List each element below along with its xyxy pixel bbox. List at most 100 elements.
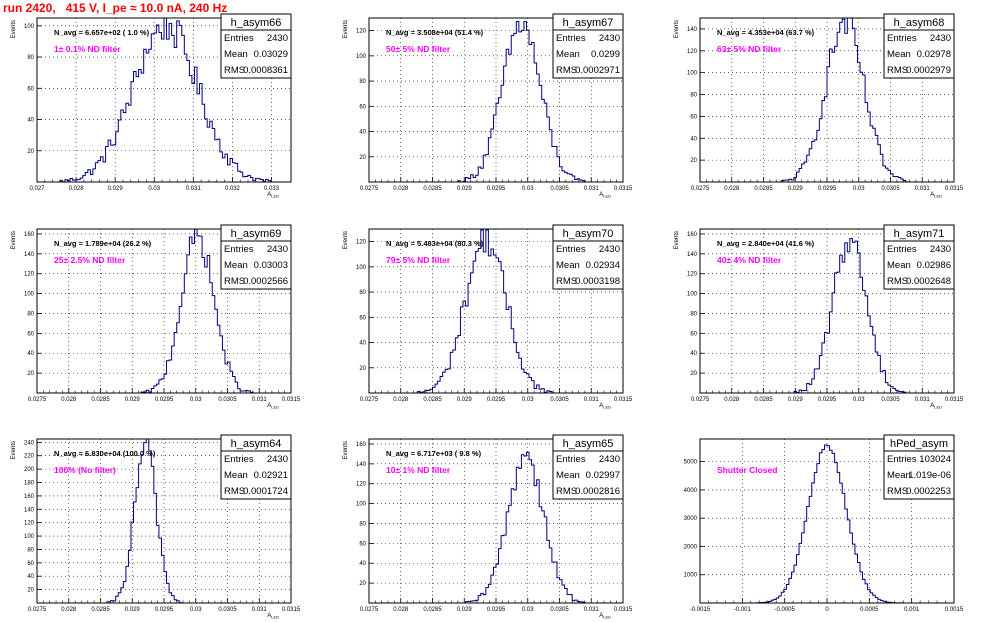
x-tick-label: 0.029 <box>108 186 124 192</box>
x-tick-label: 0.031 <box>584 607 600 613</box>
y-tick-label: 20 <box>27 149 34 155</box>
stats-value: 2430 <box>930 244 951 255</box>
x-tick-label: 0.0295 <box>818 186 837 192</box>
n-avg-annotation: N_avg = 6.717e+03 ( 9.8 %) <box>386 449 482 458</box>
stats-value: 0.02934 <box>586 260 620 271</box>
stats-label: RMS <box>887 276 908 287</box>
x-tick-label: 0.029 <box>788 186 804 192</box>
stats-box <box>883 224 955 290</box>
y-tick-label: 60 <box>690 114 697 120</box>
x-tick-label: 0.0315 <box>282 607 301 613</box>
filter-label: 50± 5% ND filter <box>386 44 451 54</box>
y-tick-label: 100 <box>687 292 698 298</box>
stats-box <box>220 434 292 500</box>
y-tick-label: 100 <box>24 292 35 298</box>
x-tick-label: 0.0305 <box>881 186 900 192</box>
x-tick-label: 0.0005 <box>860 607 879 613</box>
stats-value: 0.0001724 <box>243 486 288 497</box>
y-tick-label: 20 <box>359 366 366 372</box>
histogram-pad-h-asym71: 0.0275 0.028 0.0285 0.029 0.0295 0.03 0.0305 0.… <box>674 224 964 410</box>
y-axis-title: Events <box>11 20 17 38</box>
x-tick-label: 0.029 <box>457 186 473 192</box>
stats-label: Mean <box>887 260 911 271</box>
stats-box <box>883 13 955 79</box>
y-axis-title: Events <box>343 441 349 459</box>
stats-value: 0.0002648 <box>906 276 951 287</box>
y-tick-label: 40 <box>27 351 34 357</box>
x-tick-label: 0.031 <box>915 397 931 403</box>
y-tick-label: 100 <box>356 265 367 271</box>
x-axis-title: ALED <box>599 613 611 620</box>
histogram-pad-h-asym64: 0.0275 0.028 0.0285 0.029 0.0295 0.03 0.0305 0.… <box>11 434 301 620</box>
stats-label: Entries <box>224 244 254 255</box>
x-tick-label: 0.0275 <box>360 607 379 613</box>
y-tick-label: 240 <box>24 440 35 446</box>
filter-label: 63± 5% ND filter <box>717 44 782 54</box>
stats-label: RMS <box>556 65 577 76</box>
x-tick-label: 0.0285 <box>754 186 773 192</box>
stats-box <box>552 13 624 79</box>
histogram-pad-hPed-asym: -0.0015 -0.001 -0.0005 0 0.0005 0.001 0.0015 10… <box>684 434 964 613</box>
x-tick-label: 0.028 <box>393 186 409 192</box>
x-tick-label: 0.0295 <box>818 397 837 403</box>
y-tick-label: 120 <box>687 272 698 278</box>
x-tick-label: 0.0285 <box>423 397 442 403</box>
histogram-name: h_asym69 <box>231 228 282 240</box>
stats-label: RMS <box>224 276 245 287</box>
x-tick-label: 0.0275 <box>691 186 710 192</box>
y-tick-label: 80 <box>359 290 366 296</box>
y-tick-label: 60 <box>690 331 697 337</box>
x-axis-title: ALED <box>930 403 942 410</box>
x-axis-title: ALED <box>267 613 279 620</box>
y-tick-label: 120 <box>24 521 35 527</box>
y-tick-label: 140 <box>24 507 35 513</box>
y-tick-label: 180 <box>24 481 35 487</box>
x-tick-label: 0.0295 <box>155 607 174 613</box>
x-tick-label: 0 <box>825 607 829 613</box>
x-tick-label: 0.028 <box>724 186 740 192</box>
x-tick-label: 0.0285 <box>91 397 110 403</box>
x-tick-label: 0.031 <box>186 186 202 192</box>
filter-label: 100% (No filter) <box>54 465 116 475</box>
filter-label: Shutter Closed <box>717 465 777 475</box>
x-tick-label: 0.0285 <box>423 607 442 613</box>
stats-box <box>220 224 292 290</box>
histogram-pad-h-asym70: 0.0275 0.028 0.0285 0.029 0.0295 0.03 0.0305 0.… <box>343 224 633 410</box>
stats-label: Mean <box>224 49 248 60</box>
y-tick-label: 60 <box>27 86 34 92</box>
y-tick-label: 120 <box>356 29 367 35</box>
stats-value: 0.0008361 <box>243 65 288 76</box>
stats-value: 103024 <box>919 454 951 465</box>
x-tick-label: 0.0285 <box>423 186 442 192</box>
y-tick-label: 80 <box>359 521 366 527</box>
stats-label: Entries <box>556 454 586 465</box>
histogram-name: h_asym66 <box>231 17 282 29</box>
x-tick-label: 0.0285 <box>91 607 110 613</box>
x-tick-label: 0.032 <box>225 186 241 192</box>
x-tick-label: 0.028 <box>724 397 740 403</box>
stats-label: Entries <box>887 454 917 465</box>
y-tick-label: 60 <box>359 104 366 110</box>
x-tick-label: 0.0315 <box>282 397 301 403</box>
histogram-pad-h-asym67: 0.0275 0.028 0.0285 0.029 0.0295 0.03 0.0305 0.… <box>343 13 633 199</box>
stats-label: Mean <box>224 260 248 271</box>
y-tick-label: 20 <box>690 158 697 164</box>
x-tick-label: 0.028 <box>61 397 77 403</box>
y-tick-label: 2000 <box>684 544 698 550</box>
x-axis-title: ALED <box>267 403 279 410</box>
stats-label: Mean <box>224 470 248 481</box>
y-tick-label: 80 <box>27 547 34 553</box>
y-tick-label: 60 <box>27 561 34 567</box>
stats-value: 0.0299 <box>591 49 620 60</box>
stats-label: RMS <box>887 65 908 76</box>
stats-box <box>552 434 624 500</box>
histogram-pad-h-asym69: 0.0275 0.028 0.0285 0.029 0.0295 0.03 0.0305 0.… <box>11 224 301 410</box>
stats-value: 0.0002566 <box>243 276 288 287</box>
y-tick-label: 60 <box>359 315 366 321</box>
y-tick-label: 20 <box>27 371 34 377</box>
n-avg-annotation: N_avg = 6.657e+02 ( 1.0 %) <box>54 28 150 37</box>
x-tick-label: 0.03 <box>853 186 865 192</box>
y-tick-label: 220 <box>24 454 35 460</box>
y-tick-label: 60 <box>359 541 366 547</box>
x-tick-label: 0.0305 <box>881 397 900 403</box>
